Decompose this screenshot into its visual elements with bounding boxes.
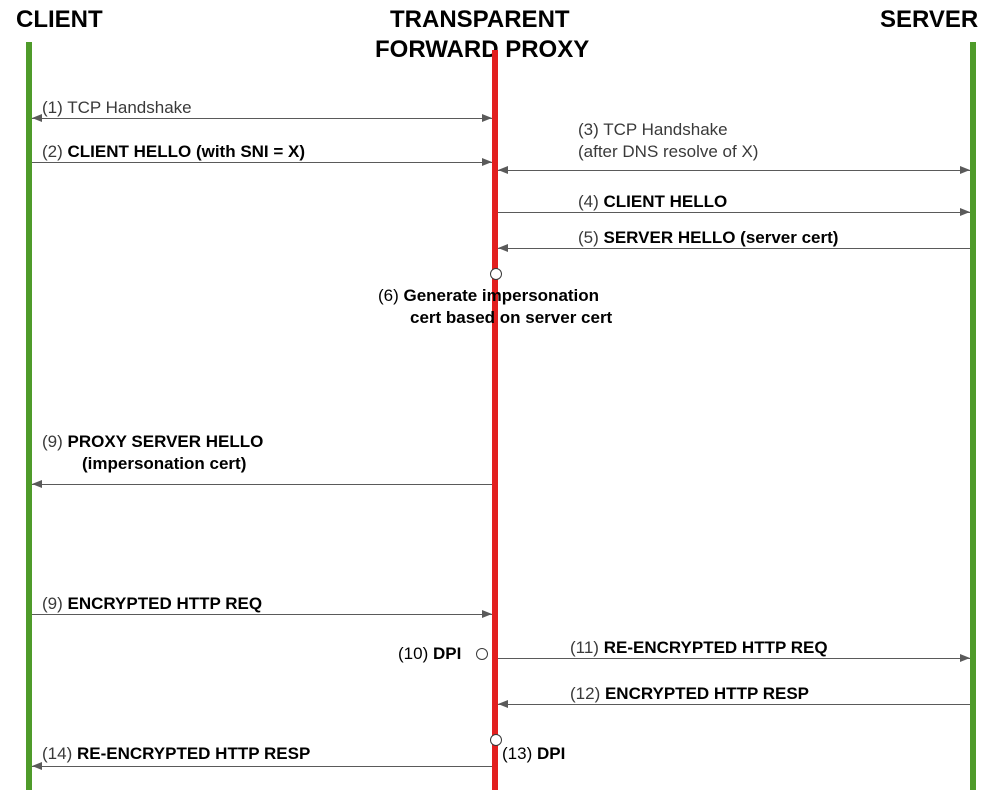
label-m11-prefix: (11) xyxy=(570,638,604,657)
arrow-m4-head xyxy=(960,208,970,216)
label-m9a-b2: (impersonation cert) xyxy=(82,454,246,473)
label-m10-bold: DPI xyxy=(433,644,461,663)
server-lifeline xyxy=(970,42,976,790)
arrow-m5-head xyxy=(498,244,508,252)
label-m12-prefix: (12) xyxy=(570,684,605,703)
label-m13-bold: DPI xyxy=(537,744,565,763)
label-m4-bold: CLIENT HELLO xyxy=(604,192,728,211)
label-m14: (14) RE-ENCRYPTED HTTP RESP xyxy=(42,744,310,764)
label-m2: (2) CLIENT HELLO (with SNI = X) xyxy=(42,142,305,162)
arrow-m9b-head xyxy=(482,610,492,618)
proxy-title-line1: TRANSPARENT xyxy=(390,6,570,34)
label-m5-bold: SERVER HELLO (server cert) xyxy=(604,228,839,247)
arrow-m12-head xyxy=(498,700,508,708)
label-m14-bold: RE-ENCRYPTED HTTP RESP xyxy=(77,744,310,763)
label-m11: (11) RE-ENCRYPTED HTTP REQ xyxy=(570,638,828,658)
arrow-m1-head-l xyxy=(32,114,42,122)
server-title: SERVER xyxy=(880,6,978,34)
label-m13-prefix: (13) xyxy=(502,744,537,763)
arrow-m3 xyxy=(498,170,970,171)
node-m13 xyxy=(490,734,502,746)
label-m1-prefix: (1) xyxy=(42,98,67,117)
arrow-m14-head xyxy=(32,762,42,770)
label-m12: (12) ENCRYPTED HTTP RESP xyxy=(570,684,809,704)
proxy-title-line2: FORWARD PROXY xyxy=(375,36,589,64)
label-m9a-l1: (9) PROXY SERVER HELLO xyxy=(42,432,263,452)
sequence-diagram: CLIENT TRANSPARENT FORWARD PROXY SERVER … xyxy=(0,0,999,790)
label-m9b-bold: ENCRYPTED HTTP REQ xyxy=(68,594,263,613)
label-m5-prefix: (5) xyxy=(578,228,604,247)
label-m6-l1: (6) Generate impersonation xyxy=(378,286,599,306)
label-m9b: (9) ENCRYPTED HTTP REQ xyxy=(42,594,262,614)
arrow-m2-head xyxy=(482,158,492,166)
label-m9a-b1: PROXY SERVER HELLO xyxy=(68,432,264,451)
node-m6 xyxy=(490,268,502,280)
label-m9a-prefix: (9) xyxy=(42,432,68,451)
label-m3-prefix: (3) xyxy=(578,120,603,139)
label-m3-text1: TCP Handshake xyxy=(603,120,727,139)
arrow-m9b xyxy=(32,614,492,615)
label-m3-l2: (after DNS resolve of X) xyxy=(578,142,758,162)
label-m6-b1: Generate impersonation xyxy=(404,286,600,305)
label-m4: (4) CLIENT HELLO xyxy=(578,192,727,212)
arrow-m14 xyxy=(32,766,492,767)
node-m10 xyxy=(476,648,488,660)
label-m1: (1) TCP Handshake xyxy=(42,98,192,118)
proxy-lifeline xyxy=(492,50,498,790)
label-m5: (5) SERVER HELLO (server cert) xyxy=(578,228,838,248)
label-m9b-prefix: (9) xyxy=(42,594,68,613)
arrow-m4 xyxy=(498,212,970,213)
arrow-m9a xyxy=(32,484,492,485)
arrow-m11 xyxy=(498,658,970,659)
label-m13: (13) DPI xyxy=(502,744,565,764)
arrow-m5 xyxy=(498,248,970,249)
label-m14-prefix: (14) xyxy=(42,744,77,763)
arrow-m9a-head xyxy=(32,480,42,488)
label-m9a-l2: (impersonation cert) xyxy=(82,454,246,474)
label-m12-bold: ENCRYPTED HTTP RESP xyxy=(605,684,809,703)
label-m6-l2: cert based on server cert xyxy=(410,308,612,328)
label-m3-l1: (3) TCP Handshake xyxy=(578,120,728,140)
arrow-m3-head-l xyxy=(498,166,508,174)
arrow-m3-head-r xyxy=(960,166,970,174)
client-title: CLIENT xyxy=(16,6,103,34)
label-m10-prefix: (10) xyxy=(398,644,433,663)
label-m10: (10) DPI xyxy=(398,644,461,664)
client-lifeline xyxy=(26,42,32,790)
arrow-m12 xyxy=(498,704,970,705)
arrow-m1-head-r xyxy=(482,114,492,122)
label-m11-bold: RE-ENCRYPTED HTTP REQ xyxy=(604,638,828,657)
arrow-m11-head xyxy=(960,654,970,662)
label-m2-prefix: (2) xyxy=(42,142,68,161)
arrow-m1 xyxy=(32,118,492,119)
label-m1-text: TCP Handshake xyxy=(67,98,191,117)
arrow-m2 xyxy=(32,162,492,163)
label-m6-b2: cert based on server cert xyxy=(410,308,612,327)
label-m6-prefix: (6) xyxy=(378,286,404,305)
label-m4-prefix: (4) xyxy=(578,192,604,211)
label-m2-bold: CLIENT HELLO (with SNI = X) xyxy=(68,142,306,161)
